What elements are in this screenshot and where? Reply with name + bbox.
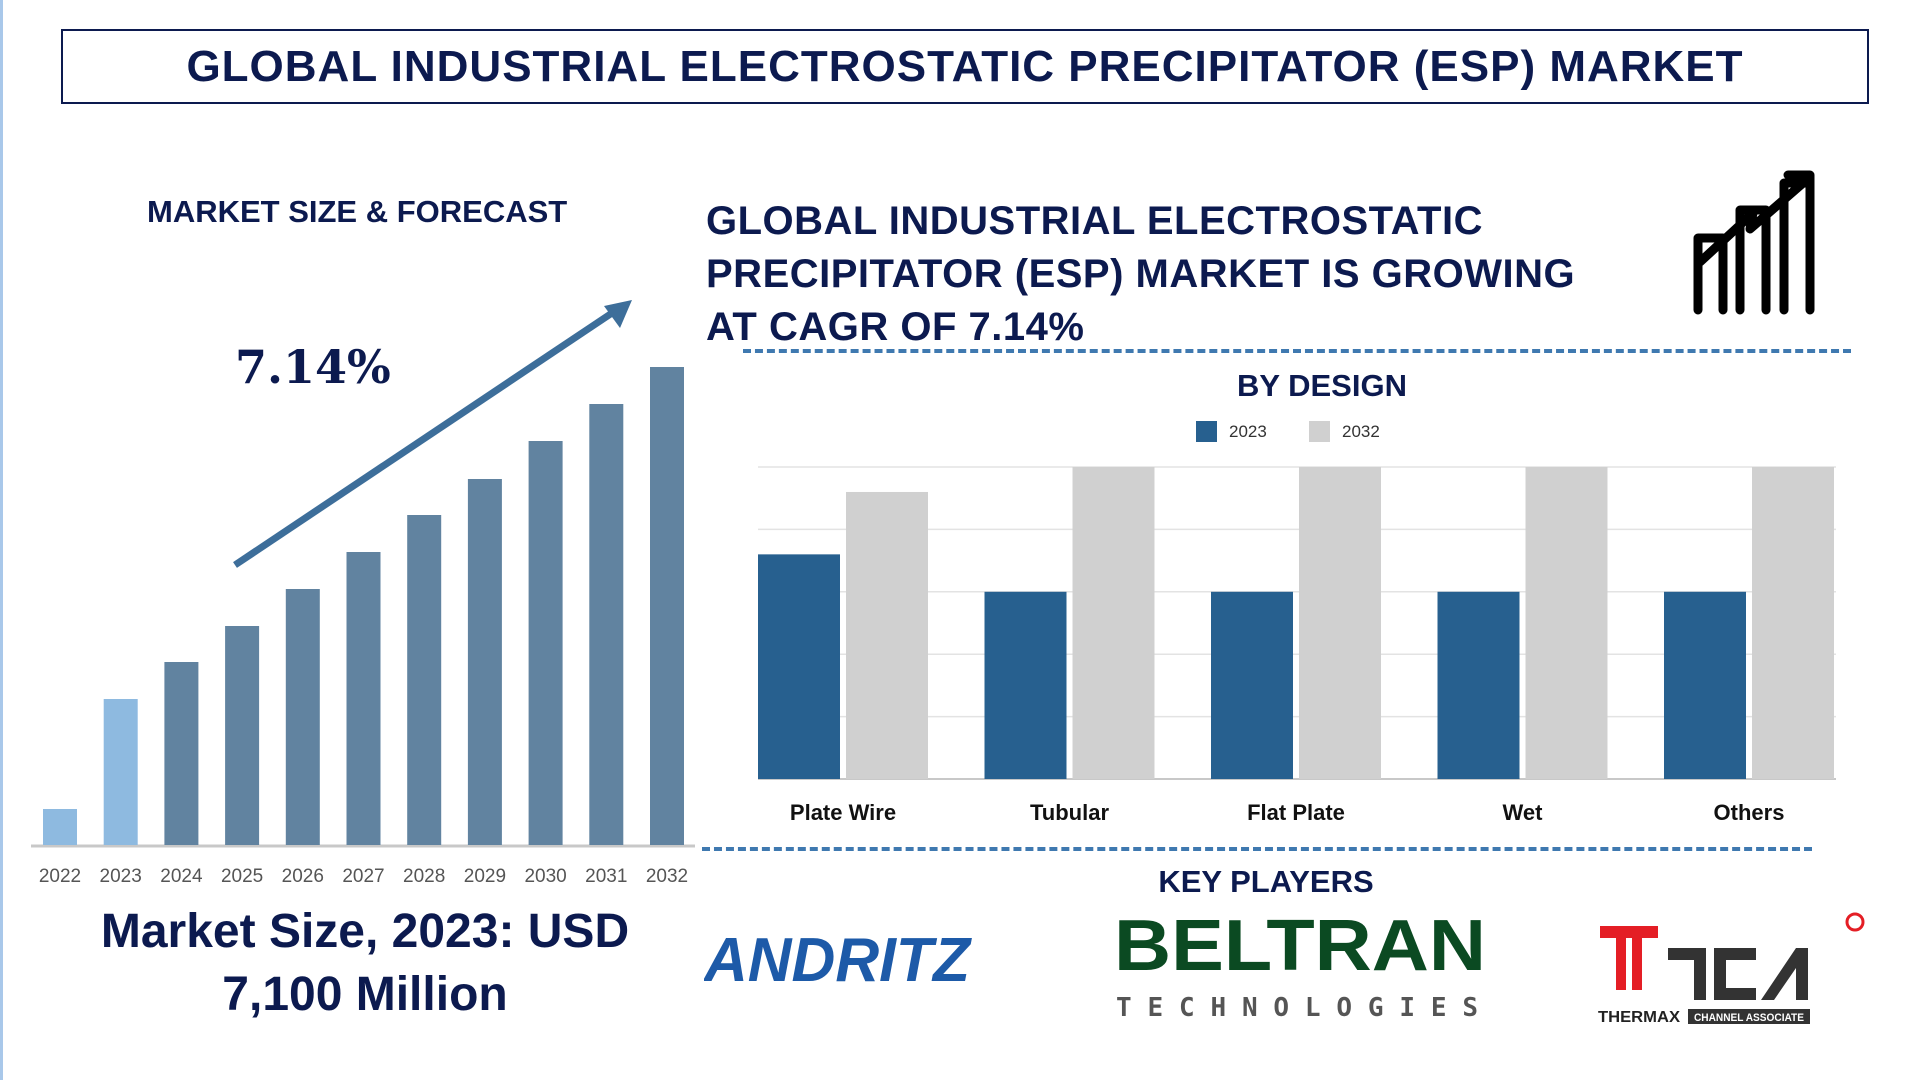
bar-plate-wire-2032 (846, 491, 928, 779)
year-label: 2028 (403, 866, 446, 887)
legend-swatch-2023 (1196, 421, 1217, 442)
year-label: 2027 (342, 866, 385, 887)
market-size-line1: Market Size, 2023: USD (100, 905, 630, 958)
bar-2031 (589, 404, 624, 845)
title-box: GLOBAL INDUSTRIAL ELECTROSTATIC PRECIPIT… (61, 29, 1869, 104)
headline: GLOBAL INDUSTRIAL ELECTROSTATIC PRECIPIT… (706, 195, 1666, 354)
svg-text:TECHNOLOGIES: TECHNOLOGIES (1116, 993, 1478, 1022)
svg-text:ANDRITZ: ANDRITZ (704, 926, 972, 990)
headline-line2: PRECIPITATOR (ESP) MARKET IS GROWING (706, 252, 1576, 296)
category-label: Wet (1502, 800, 1543, 825)
category-label: Plate Wire (789, 800, 897, 825)
bar-2028 (407, 515, 442, 845)
market-size-heading: MARKET SIZE & FORECAST (147, 194, 568, 229)
cagr-label: 7.14% (235, 340, 391, 394)
growth-arrow-line (233, 308, 617, 568)
legend-label-2023: 2023 (1229, 421, 1267, 441)
growth-chart-icon (1693, 170, 1815, 315)
year-label: 2029 (463, 866, 507, 887)
svg-text:CHANNEL ASSOCIATE: CHANNEL ASSOCIATE (1694, 1012, 1804, 1024)
svg-text:BELTRAN: BELTRAN (1114, 912, 1486, 986)
by-design-title: BY DESIGN (1237, 368, 1407, 403)
divider-bottom (702, 847, 1812, 851)
bar-flat-plate-2032 (1299, 467, 1381, 779)
market-size-text: Market Size, 2023: USD 7,100 Million (30, 900, 700, 1026)
growth-arrow (233, 300, 632, 568)
year-label: 2030 (524, 866, 567, 887)
bar-2022 (43, 809, 77, 845)
year-label: 2025 (220, 866, 264, 887)
year-label: 2024 (160, 866, 203, 887)
headline-line3: AT CAGR OF 7.14% (706, 305, 1085, 349)
bar-2023 (103, 699, 138, 845)
bar-others-2032 (1752, 467, 1834, 779)
divider-top (743, 349, 1851, 353)
key-players-heading: KEY PLAYERS (1158, 864, 1374, 899)
legend-label-2032: 2032 (1342, 421, 1380, 441)
year-label: 2031 (585, 866, 628, 887)
category-label: Flat Plate (1247, 800, 1345, 825)
year-label: 2022 (38, 866, 82, 887)
bar-wet-2032 (1525, 467, 1608, 779)
bar-2024 (164, 662, 199, 845)
by-design-chart (758, 466, 1836, 780)
bar-2030 (528, 441, 563, 845)
legend-swatch-2032 (1309, 421, 1330, 442)
market-size-line2: 7,100 Million (222, 968, 508, 1021)
legend-2023: 2023 (1196, 421, 1267, 442)
left-border (0, 0, 3, 1080)
bar-plate-wire-2023 (758, 554, 840, 779)
legend-2032: 2032 (1309, 421, 1380, 442)
bar-tubular-2023 (984, 591, 1067, 779)
page-title: GLOBAL INDUSTRIAL ELECTROSTATIC PRECIPIT… (186, 41, 1744, 91)
bar-2027 (346, 552, 381, 845)
andritz-logo: ANDRITZ (704, 926, 972, 990)
bar-wet-2023 (1437, 591, 1520, 779)
growth-arrow-head (604, 300, 632, 328)
year-label: 2026 (281, 866, 324, 887)
bar-others-2023 (1664, 591, 1746, 779)
bar-flat-plate-2023 (1211, 591, 1293, 779)
market-forecast-chart (31, 367, 695, 848)
thermax-tca-logo: THERMAX CHANNEL ASSOCIATE (1598, 912, 1865, 1026)
category-label: Tubular (1029, 800, 1110, 825)
category-label: Others (1713, 800, 1785, 825)
bar-tubular-2032 (1072, 467, 1155, 779)
beltran-logo: BELTRAN TECHNOLOGIES (1114, 912, 1486, 1022)
bar-2026 (285, 589, 320, 845)
year-label: 2023 (99, 866, 142, 887)
headline-line1: GLOBAL INDUSTRIAL ELECTROSTATIC (706, 199, 1483, 243)
year-label: 2032 (645, 866, 689, 887)
svg-text:THERMAX: THERMAX (1598, 1009, 1680, 1026)
bar-2032 (650, 367, 684, 845)
bar-2029 (467, 479, 502, 845)
bar-2025 (225, 626, 260, 845)
